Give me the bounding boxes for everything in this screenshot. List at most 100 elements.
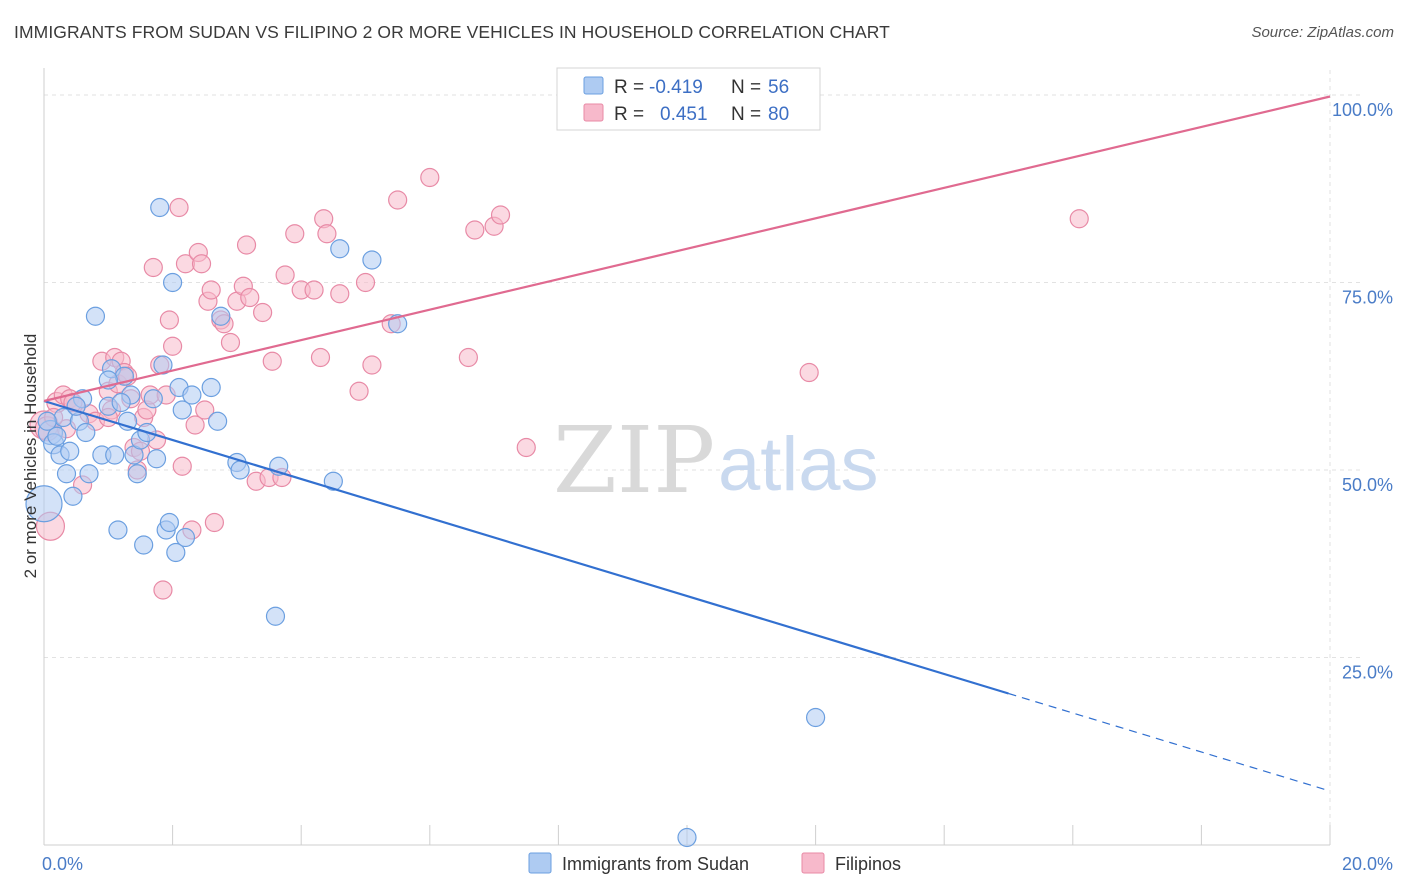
sudan-point [153,355,173,375]
chart-title: IMMIGRANTS FROM SUDAN VS FILIPINO 2 OR M… [14,22,890,42]
sudan-point [143,389,163,409]
legend-r-value-filipino: 0.451 [660,104,708,125]
sudan-point [172,400,192,420]
legend-swatch-sudan [583,76,604,95]
filipino-point [159,310,179,330]
filipino-point [163,336,183,356]
filipino-point [262,351,282,371]
sudan-point [66,396,86,416]
filipino-point [201,280,221,300]
sudan-point [37,411,57,431]
sudan-point [230,460,250,480]
correlation-legend: R = -0.419 N = 56 R = 0.451 N = 80 [556,67,821,131]
sudan-point [330,239,350,259]
y-tick-label: 75.0% [1342,288,1393,308]
filipino-point [317,224,337,244]
filipino-point [330,284,350,304]
sudan-point [211,306,231,326]
filipino-point [304,280,324,300]
filipino-point [362,355,382,375]
sudan-point [182,385,202,405]
filipino-point [253,302,273,323]
y-tick-labels: 100.0% 75.0% 50.0% 25.0% [1332,100,1393,683]
filipino-trend-line [43,95,1331,403]
filipino-point [420,167,440,188]
filipino-point [143,257,163,278]
filipino-point [236,235,257,255]
filipino-point [799,362,819,383]
sudan-point [175,527,196,548]
sudan-point [108,520,128,540]
sudan-point [111,392,131,413]
legend-r-value-sudan: -0.419 [649,77,703,98]
sudan-point [805,707,826,728]
filipino-point [191,254,212,274]
filipino-point [220,332,241,353]
watermark-zip: ZIP [553,407,715,514]
legend-r-label-sudan: R = [614,77,644,98]
series-legend: Immigrants from Sudan Filipinos [528,852,901,874]
filipino-point [240,287,260,308]
filipino-point [285,224,305,244]
sudan-point [150,197,170,218]
sudan-point [134,535,154,555]
sudan-point [323,471,343,491]
sudan-point [105,445,125,465]
sudan-point [56,464,77,484]
watermark-atlas: atlas [718,422,879,507]
sudan-point [265,606,286,626]
sudan-trend-extension [1008,692,1331,792]
legend-n-label-filipino: N = [731,104,761,125]
filipino-point [465,220,485,240]
filipino-point [349,381,369,401]
sudan-point [146,449,167,469]
legend-swatch-filipino [583,103,604,122]
filipino-point [204,512,224,533]
x-tick-label: 20.0% [1342,854,1393,874]
bottom-legend-swatch-filipino [801,852,825,874]
bottom-legend-label-sudan: Immigrants from Sudan [562,854,749,874]
sudan-trend-line [43,399,1009,695]
bottom-legend-swatch-sudan [528,852,552,874]
filipino-point [458,347,478,368]
watermark: ZIP atlas [553,407,879,514]
sudan-point [76,422,96,443]
filipino-point [490,205,511,225]
sudan-point [85,306,106,326]
x-tick-labels: 0.0% 20.0% [42,854,1393,874]
sudan-point [25,485,63,523]
filipino-point [195,400,215,420]
sudan-point [159,512,179,533]
filipino-point [172,456,192,476]
filipino-point [516,437,536,458]
filipino-point [388,190,408,210]
y-axis-label: 2 or more Vehicles in Household [21,334,40,579]
sudan-point [47,426,67,446]
legend-n-value-sudan: 56 [768,77,789,98]
sudan-points [25,197,826,848]
filipino-point [310,347,331,368]
filipino-point [355,272,376,293]
y-tick-label: 50.0% [1342,475,1393,495]
bottom-legend-label-filipino: Filipinos [835,854,901,874]
legend-n-value-filipino: 80 [768,104,789,125]
legend-n-label-sudan: N = [731,77,761,98]
sudan-point [127,464,147,484]
sudan-point [63,486,83,506]
filipino-point [275,265,295,285]
filipino-point [185,415,205,435]
filipino-point [153,580,173,600]
sudan-point [166,542,186,563]
source-credit: Source: ZipAtlas.com [1251,24,1394,41]
sudan-point [208,411,228,431]
sudan-point [79,464,99,484]
y-tick-label: 100.0% [1332,100,1393,120]
sudan-point [677,827,697,848]
y-tick-label: 25.0% [1342,663,1393,683]
legend-r-label-filipino: R = [614,104,644,125]
filipino-point [1069,209,1089,229]
sudan-point [362,250,382,270]
x-tick-label: 0.0% [42,854,83,874]
trend-lines [43,95,1331,792]
